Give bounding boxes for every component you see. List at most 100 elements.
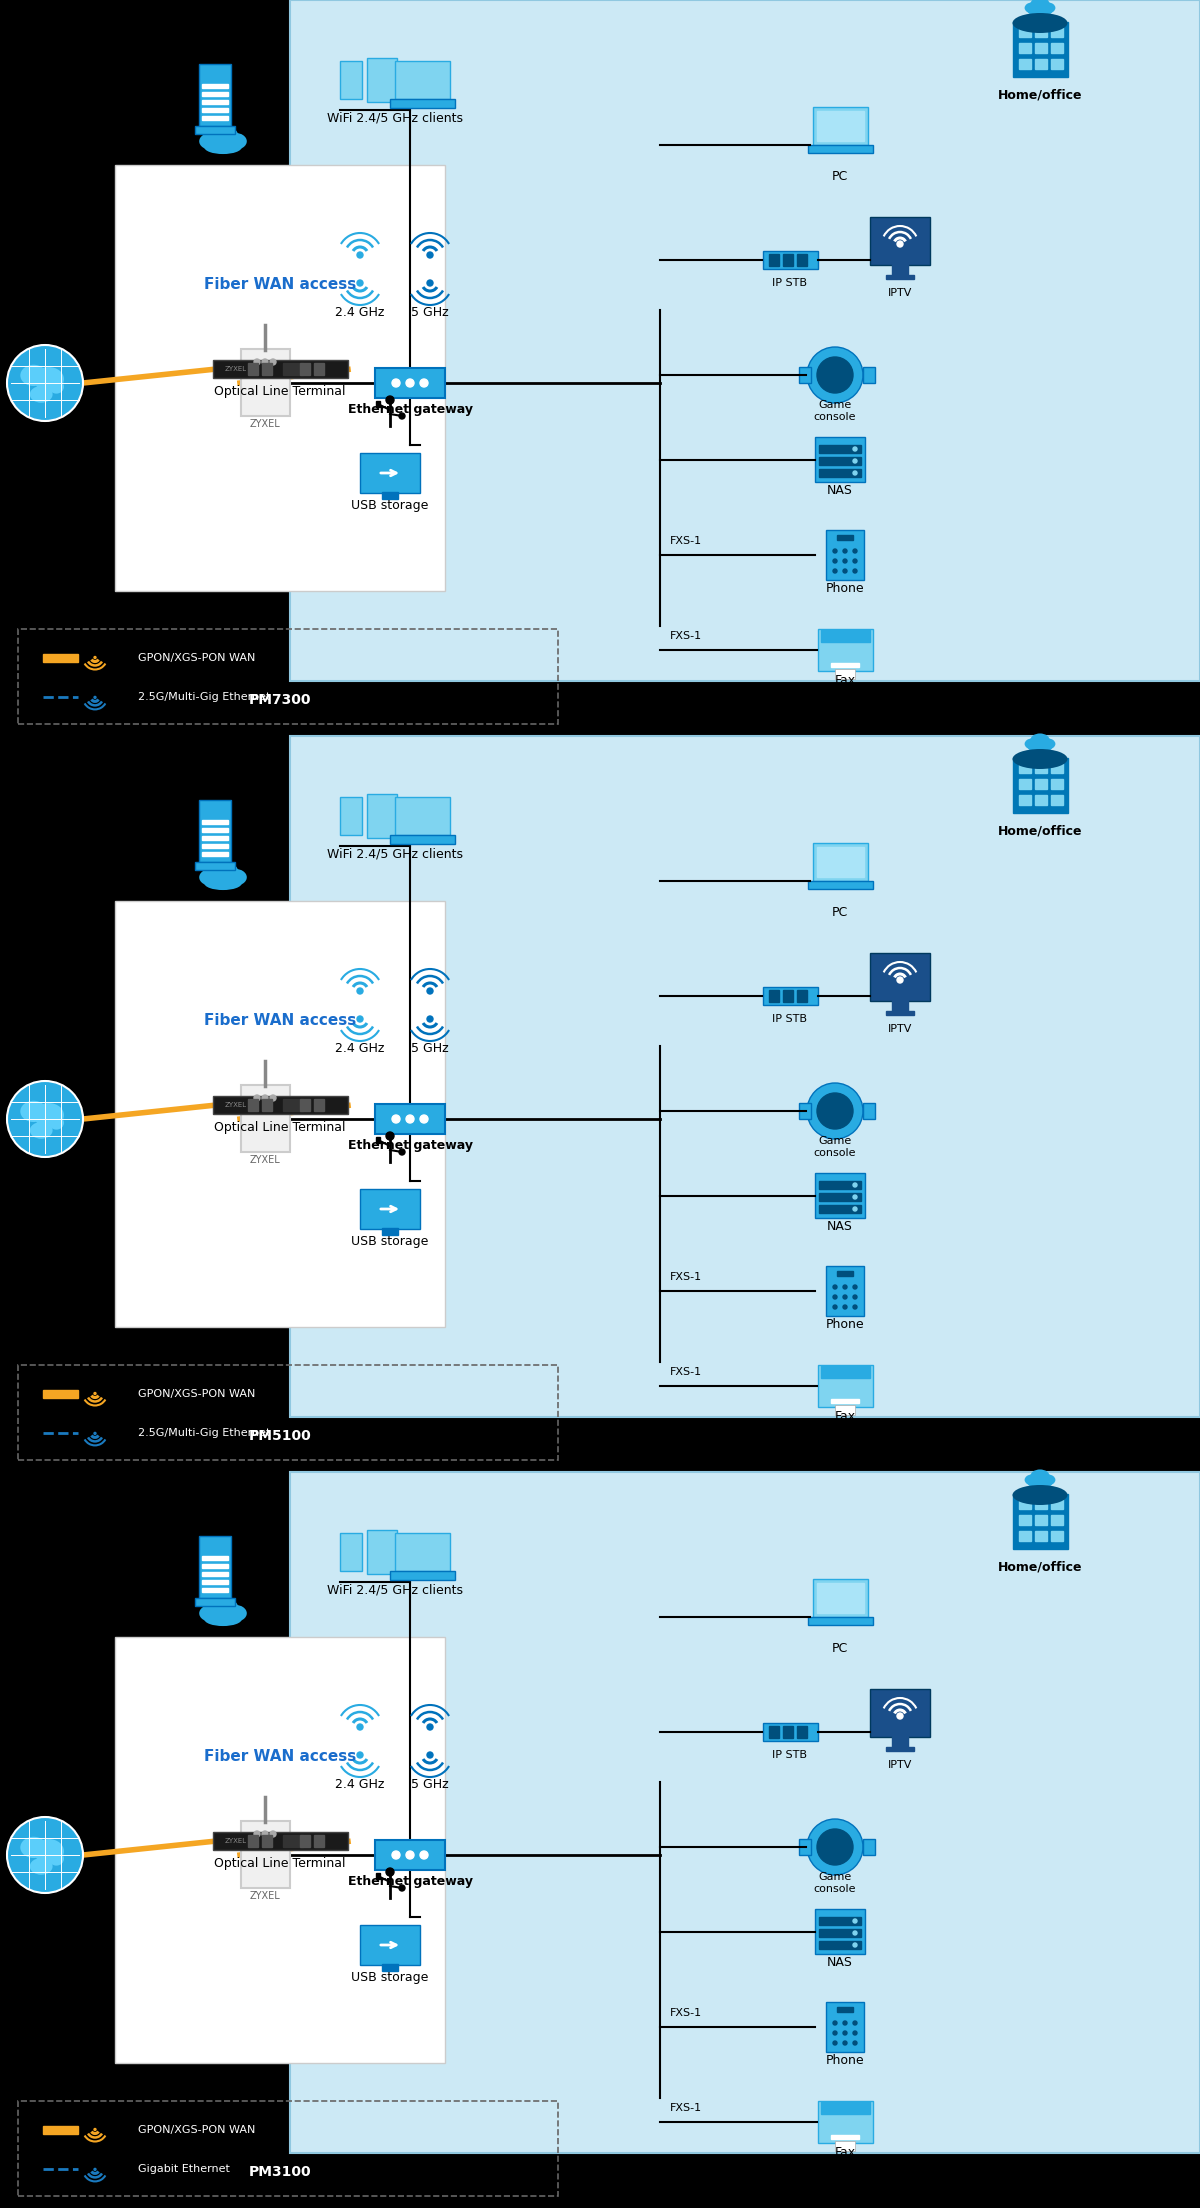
Circle shape bbox=[358, 252, 364, 258]
Bar bbox=[314, 1835, 324, 1848]
Bar bbox=[202, 1588, 228, 1592]
Bar bbox=[18, 629, 558, 724]
Text: FXS-1: FXS-1 bbox=[670, 1272, 702, 1283]
Bar bbox=[870, 216, 930, 265]
Circle shape bbox=[386, 395, 394, 404]
Bar bbox=[300, 1835, 310, 1848]
Bar bbox=[1019, 26, 1031, 38]
Ellipse shape bbox=[1013, 1486, 1068, 1506]
Text: 5 GHz: 5 GHz bbox=[412, 1777, 449, 1791]
Bar bbox=[797, 1727, 808, 1738]
Text: ZYXEL: ZYXEL bbox=[226, 1839, 247, 1844]
Circle shape bbox=[427, 1724, 433, 1731]
Bar bbox=[1019, 60, 1031, 68]
Circle shape bbox=[427, 1751, 433, 1758]
Circle shape bbox=[808, 347, 863, 404]
Circle shape bbox=[842, 1305, 847, 1309]
Ellipse shape bbox=[208, 861, 239, 883]
Bar bbox=[1051, 1515, 1063, 1526]
Text: WiFi 2.4/5 GHz clients: WiFi 2.4/5 GHz clients bbox=[326, 848, 463, 861]
Bar bbox=[1019, 1515, 1031, 1526]
Bar bbox=[367, 795, 397, 839]
Bar bbox=[1013, 22, 1068, 77]
Text: PM5100: PM5100 bbox=[248, 1429, 311, 1444]
Text: FXS-1: FXS-1 bbox=[670, 1367, 702, 1378]
Circle shape bbox=[254, 360, 260, 364]
Ellipse shape bbox=[1028, 7, 1052, 15]
Bar bbox=[1019, 764, 1031, 773]
Bar bbox=[797, 989, 808, 1002]
Circle shape bbox=[842, 2020, 847, 2025]
Text: Fiber WAN access: Fiber WAN access bbox=[204, 1013, 356, 1027]
Text: Ethernet gateway: Ethernet gateway bbox=[348, 402, 473, 415]
Circle shape bbox=[853, 550, 857, 552]
Text: Optical Line Terminal: Optical Line Terminal bbox=[215, 1857, 346, 1870]
Bar bbox=[202, 837, 228, 839]
Ellipse shape bbox=[1030, 0, 1050, 11]
Circle shape bbox=[427, 987, 433, 994]
Bar bbox=[43, 2126, 78, 2133]
Bar bbox=[382, 1963, 398, 1972]
Bar bbox=[815, 437, 865, 481]
Bar bbox=[1019, 779, 1031, 788]
Ellipse shape bbox=[204, 877, 241, 890]
Text: PM3100: PM3100 bbox=[248, 2166, 311, 2179]
Bar bbox=[799, 1104, 811, 1119]
Bar bbox=[830, 2135, 859, 2140]
Bar bbox=[818, 1181, 862, 1188]
Bar bbox=[1051, 1530, 1063, 1541]
Bar bbox=[784, 254, 793, 265]
Bar bbox=[1034, 1530, 1046, 1541]
Bar bbox=[248, 1100, 258, 1111]
Ellipse shape bbox=[1025, 737, 1040, 749]
Text: Home/office: Home/office bbox=[997, 88, 1082, 102]
Bar bbox=[870, 954, 930, 1000]
Circle shape bbox=[7, 344, 83, 422]
Text: IP STB: IP STB bbox=[773, 278, 808, 287]
Bar bbox=[763, 1722, 818, 1740]
Bar bbox=[821, 629, 870, 643]
Bar bbox=[835, 1404, 854, 1415]
Circle shape bbox=[427, 280, 433, 287]
Bar bbox=[838, 1272, 853, 1276]
Bar bbox=[214, 1097, 348, 1115]
Circle shape bbox=[853, 2040, 857, 2045]
Ellipse shape bbox=[1040, 1475, 1056, 1486]
Bar bbox=[818, 457, 862, 466]
Bar bbox=[374, 369, 445, 397]
Bar bbox=[202, 84, 228, 88]
Circle shape bbox=[808, 1819, 863, 1875]
Circle shape bbox=[833, 559, 838, 563]
Ellipse shape bbox=[1028, 744, 1052, 753]
Bar bbox=[892, 1735, 908, 1749]
Ellipse shape bbox=[1013, 13, 1068, 33]
Bar bbox=[202, 1563, 228, 1568]
Text: Fax: Fax bbox=[834, 673, 856, 687]
Circle shape bbox=[420, 1850, 428, 1859]
Text: IP STB: IP STB bbox=[773, 1013, 808, 1025]
Bar bbox=[1019, 1530, 1031, 1541]
Text: Phone: Phone bbox=[826, 1318, 864, 1331]
Bar bbox=[818, 1930, 862, 1936]
Text: Optical Line Terminal: Optical Line Terminal bbox=[215, 384, 346, 397]
Circle shape bbox=[358, 1751, 364, 1758]
Circle shape bbox=[254, 1095, 260, 1102]
Text: PC: PC bbox=[832, 1643, 848, 1656]
Bar bbox=[202, 1557, 228, 1561]
Ellipse shape bbox=[199, 132, 223, 150]
Ellipse shape bbox=[34, 367, 64, 391]
Text: NAS: NAS bbox=[827, 484, 853, 497]
Circle shape bbox=[898, 976, 904, 983]
Bar bbox=[1034, 795, 1046, 806]
Bar bbox=[818, 468, 862, 477]
Bar bbox=[43, 654, 78, 662]
Bar bbox=[818, 629, 874, 671]
Ellipse shape bbox=[49, 380, 64, 393]
Text: 2.4 GHz: 2.4 GHz bbox=[335, 307, 385, 320]
Bar bbox=[1019, 1499, 1031, 1508]
Bar bbox=[367, 57, 397, 102]
Text: Phone: Phone bbox=[826, 2053, 864, 2067]
Bar bbox=[290, 735, 1200, 1418]
Circle shape bbox=[833, 2020, 838, 2025]
Bar bbox=[1034, 764, 1046, 773]
